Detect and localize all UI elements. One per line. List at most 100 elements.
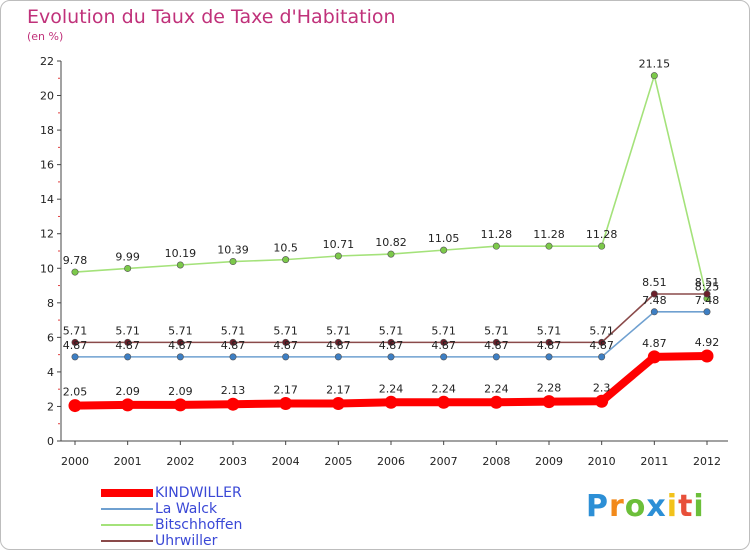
- data-label: 2.17: [273, 384, 298, 397]
- y-tick-label: 0: [47, 435, 54, 448]
- y-tick-label: 8: [47, 297, 54, 310]
- legend-swatch: [101, 508, 153, 510]
- data-point: [598, 353, 606, 361]
- data-label: 9.99: [115, 250, 140, 263]
- data-label: 10.71: [323, 238, 355, 251]
- y-tick-label: 14: [40, 193, 54, 206]
- data-point: [176, 261, 184, 269]
- data-label: 5.71: [379, 324, 404, 337]
- data-point: [68, 399, 82, 413]
- data-point: [650, 72, 658, 80]
- x-tick-label: 2002: [166, 455, 194, 468]
- data-point: [121, 398, 135, 412]
- legend-item: KINDWILLER: [101, 485, 242, 501]
- proxiti-logo: Proxiti: [586, 489, 705, 524]
- x-tick-label: 2007: [430, 455, 458, 468]
- data-label: 9.78: [63, 254, 88, 267]
- logo-letter: x: [646, 489, 667, 524]
- data-point: [440, 338, 448, 346]
- data-label: 2.13: [221, 384, 246, 397]
- legend-swatch: [101, 540, 153, 542]
- data-label: 2.24: [379, 382, 404, 395]
- data-point: [173, 398, 187, 412]
- data-point: [334, 338, 342, 346]
- data-point: [387, 338, 395, 346]
- data-label: 8.51: [642, 276, 667, 289]
- data-point: [229, 338, 237, 346]
- data-point: [650, 308, 658, 316]
- data-label: 11.28: [533, 228, 565, 241]
- data-label: 5.71: [589, 324, 614, 337]
- data-point: [71, 268, 79, 276]
- data-label: 11.05: [428, 232, 460, 245]
- data-label: 7.48: [642, 294, 667, 307]
- data-label: 4.87: [537, 339, 562, 352]
- data-label: 10.82: [375, 236, 407, 249]
- y-tick-label: 16: [40, 159, 54, 172]
- data-point: [387, 250, 395, 258]
- data-label: 7.48: [695, 294, 720, 307]
- data-label: 2.09: [168, 385, 193, 398]
- data-point: [647, 350, 661, 364]
- logo-letter: o: [624, 489, 647, 524]
- legend-item: Uhrwiller: [101, 533, 242, 549]
- data-point: [542, 395, 556, 409]
- data-label: 5.71: [63, 324, 88, 337]
- data-point: [334, 353, 342, 361]
- series-line: [74, 74, 708, 300]
- data-label: 2.09: [115, 385, 140, 398]
- data-label: 11.28: [481, 228, 513, 241]
- data-label: 4.87: [484, 339, 509, 352]
- data-label: 4.87: [379, 339, 404, 352]
- data-label: 8.25: [695, 281, 720, 294]
- data-label: 5.71: [221, 324, 246, 337]
- data-label: 10.39: [217, 244, 249, 257]
- data-label: 4.87: [431, 339, 456, 352]
- data-label: 5.71: [168, 324, 193, 337]
- data-point: [489, 395, 503, 409]
- data-label: 4.87: [273, 339, 298, 352]
- data-label: 10.19: [165, 247, 197, 260]
- data-point: [545, 242, 553, 250]
- data-point: [384, 395, 398, 409]
- data-point: [176, 338, 184, 346]
- data-point: [437, 395, 451, 409]
- data-label: 8.51: [695, 276, 720, 289]
- y-tick-label: 6: [47, 331, 54, 344]
- x-tick-label: 2000: [61, 455, 89, 468]
- logo-letter: r: [609, 489, 625, 524]
- data-label: 2.28: [537, 382, 562, 395]
- x-tick-label: 2012: [693, 455, 721, 468]
- data-point: [331, 397, 345, 411]
- data-label: 4.87: [642, 337, 667, 350]
- data-point: [595, 394, 609, 408]
- data-label: 5.71: [273, 324, 298, 337]
- data-label: 4.87: [221, 339, 246, 352]
- data-point: [492, 338, 500, 346]
- data-label: 21.15: [639, 58, 671, 71]
- data-label: 4.87: [115, 339, 140, 352]
- y-tick-label: 4: [47, 366, 54, 379]
- y-axis-unit-label: (en %): [27, 30, 64, 43]
- data-point: [598, 242, 606, 250]
- x-tick-label: 2008: [482, 455, 510, 468]
- legend: KINDWILLER La Walck Bitschhoffen Uhrwiller: [101, 485, 242, 549]
- y-tick-label: 10: [40, 262, 54, 275]
- data-point: [650, 290, 658, 298]
- x-tick-label: 2003: [219, 455, 247, 468]
- data-point: [229, 353, 237, 361]
- data-label: 4.87: [168, 339, 193, 352]
- data-label: 5.71: [326, 324, 351, 337]
- data-point: [387, 353, 395, 361]
- y-tick-label: 22: [40, 55, 54, 68]
- data-point: [124, 264, 132, 272]
- data-point: [282, 256, 290, 264]
- data-point: [229, 258, 237, 266]
- data-point: [71, 353, 79, 361]
- data-label: 5.71: [537, 324, 562, 337]
- x-tick-label: 2010: [588, 455, 616, 468]
- data-point: [545, 338, 553, 346]
- logo-letter: i: [666, 489, 679, 524]
- data-label: 4.92: [695, 336, 720, 349]
